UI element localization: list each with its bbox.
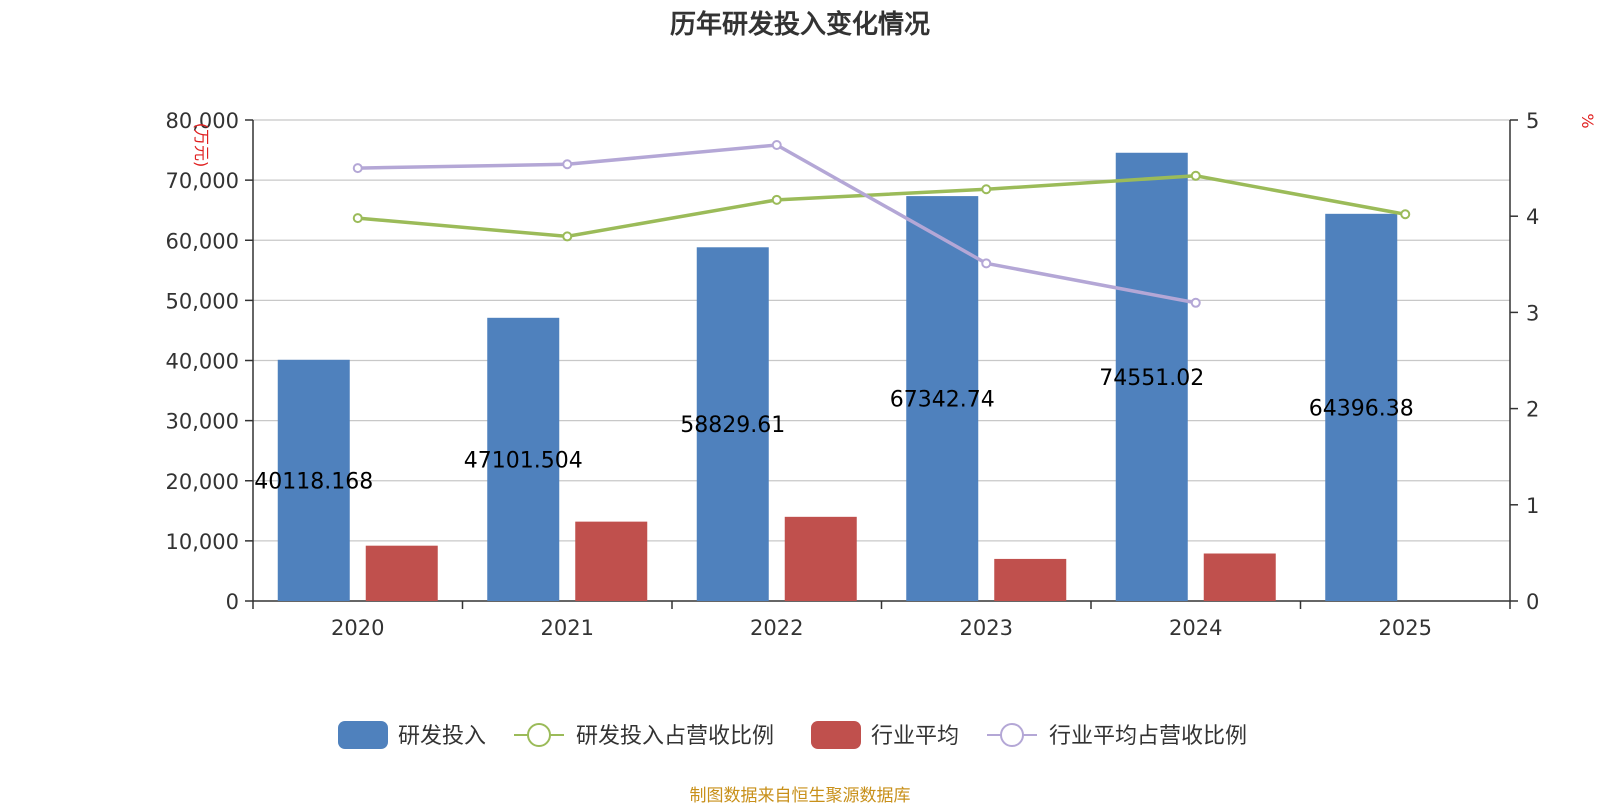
- line-rd-ratio: [357, 174, 1406, 239]
- bar-2024-rd: [1115, 152, 1188, 601]
- legend-swatch: [811, 721, 861, 749]
- x-tick-label: 2022: [750, 616, 803, 640]
- line-marks: [352, 140, 1411, 308]
- x-tick-label: 2021: [541, 616, 594, 640]
- legend[interactable]: 研发投入 研发投入占营收比例 行业平均 行业平均占营收比例: [338, 721, 1247, 749]
- bar-2023-rd: [906, 196, 979, 601]
- right-tick-label: 3: [1526, 301, 1539, 325]
- line-industry-ratio: [357, 143, 1197, 305]
- bar-2021-rd: [487, 317, 560, 601]
- legend-swatch-marker: [527, 723, 551, 747]
- line-point: [352, 213, 363, 224]
- x-tick-label: 2020: [331, 616, 384, 640]
- axes: 0 10,000 20,000 30,000 40,000 50,000 60,000 70,…: [166, 109, 1540, 640]
- left-axis-unit: (万元): [192, 123, 211, 168]
- left-tick-label: 60,000: [166, 229, 239, 253]
- grid-lines: [253, 119, 1510, 542]
- data-labels: 40118.168 47101.504 58829.61 67342.74 74551.…: [254, 366, 1413, 495]
- bar-2020-industry: [365, 545, 438, 601]
- legend-swatch: [338, 721, 388, 749]
- bar-2022-rd: [696, 247, 769, 601]
- right-tick-label: 4: [1526, 205, 1539, 229]
- line-point: [771, 194, 782, 205]
- bar-2020-rd: [277, 359, 350, 601]
- legend-label: 研发投入占营收比例: [576, 724, 774, 749]
- line-point: [562, 231, 573, 242]
- line-point: [1190, 170, 1201, 181]
- data-label: 74551.02: [1099, 366, 1204, 391]
- left-tick-label: 30,000: [166, 410, 239, 434]
- bar-2023-industry: [994, 558, 1067, 601]
- right-tick-label: 0: [1526, 590, 1539, 614]
- data-label: 40118.168: [254, 469, 373, 494]
- legend-item-1[interactable]: 研发投入: [338, 721, 486, 749]
- line-point: [1400, 209, 1411, 220]
- bar-2024-industry: [1203, 553, 1276, 601]
- bar-2021-industry: [575, 521, 648, 601]
- left-tick-label: 40,000: [166, 350, 239, 374]
- legend-item-2[interactable]: 研发投入占营收比例: [514, 723, 774, 749]
- left-tick-label: 70,000: [166, 169, 239, 193]
- legend-item-3[interactable]: 行业平均: [811, 721, 959, 749]
- line-point: [1190, 297, 1201, 308]
- data-label: 67342.74: [890, 388, 995, 413]
- right-tick-label: 1: [1526, 494, 1539, 518]
- x-tick-label: 2023: [960, 616, 1013, 640]
- bar-2022-industry: [784, 516, 857, 601]
- left-tick-label: 0: [226, 590, 239, 614]
- left-tick-label: 10,000: [166, 530, 239, 554]
- data-label: 47101.504: [464, 448, 583, 473]
- x-tick-label: 2024: [1169, 616, 1222, 640]
- data-label: 58829.61: [680, 413, 785, 438]
- bar-2025-rd: [1325, 213, 1398, 601]
- right-axis-unit: %: [1578, 113, 1597, 128]
- bar-marks: [277, 152, 1398, 601]
- right-tick-label: 5: [1526, 109, 1539, 133]
- legend-label: 研发投入: [398, 724, 486, 749]
- line-point: [771, 140, 782, 151]
- legend-label: 行业平均占营收比例: [1049, 724, 1247, 749]
- legend-item-4[interactable]: 行业平均占营收比例: [987, 723, 1247, 749]
- legend-label: 行业平均: [871, 724, 959, 749]
- x-tick-label: 2025: [1379, 616, 1432, 640]
- line-point: [352, 163, 363, 174]
- line-point: [562, 159, 573, 170]
- chart-title: 历年研发投入变化情况: [669, 10, 930, 40]
- source-footer: 制图数据来自恒生聚源数据库: [689, 786, 911, 806]
- legend-swatch-marker: [1000, 723, 1024, 747]
- line-point: [981, 258, 992, 269]
- right-tick-label: 2: [1526, 398, 1539, 422]
- line-point: [981, 184, 992, 195]
- left-tick-label: 20,000: [166, 470, 239, 494]
- left-tick-label: 80,000: [166, 109, 239, 133]
- left-tick-label: 50,000: [166, 289, 239, 313]
- data-label: 64396.38: [1309, 396, 1414, 421]
